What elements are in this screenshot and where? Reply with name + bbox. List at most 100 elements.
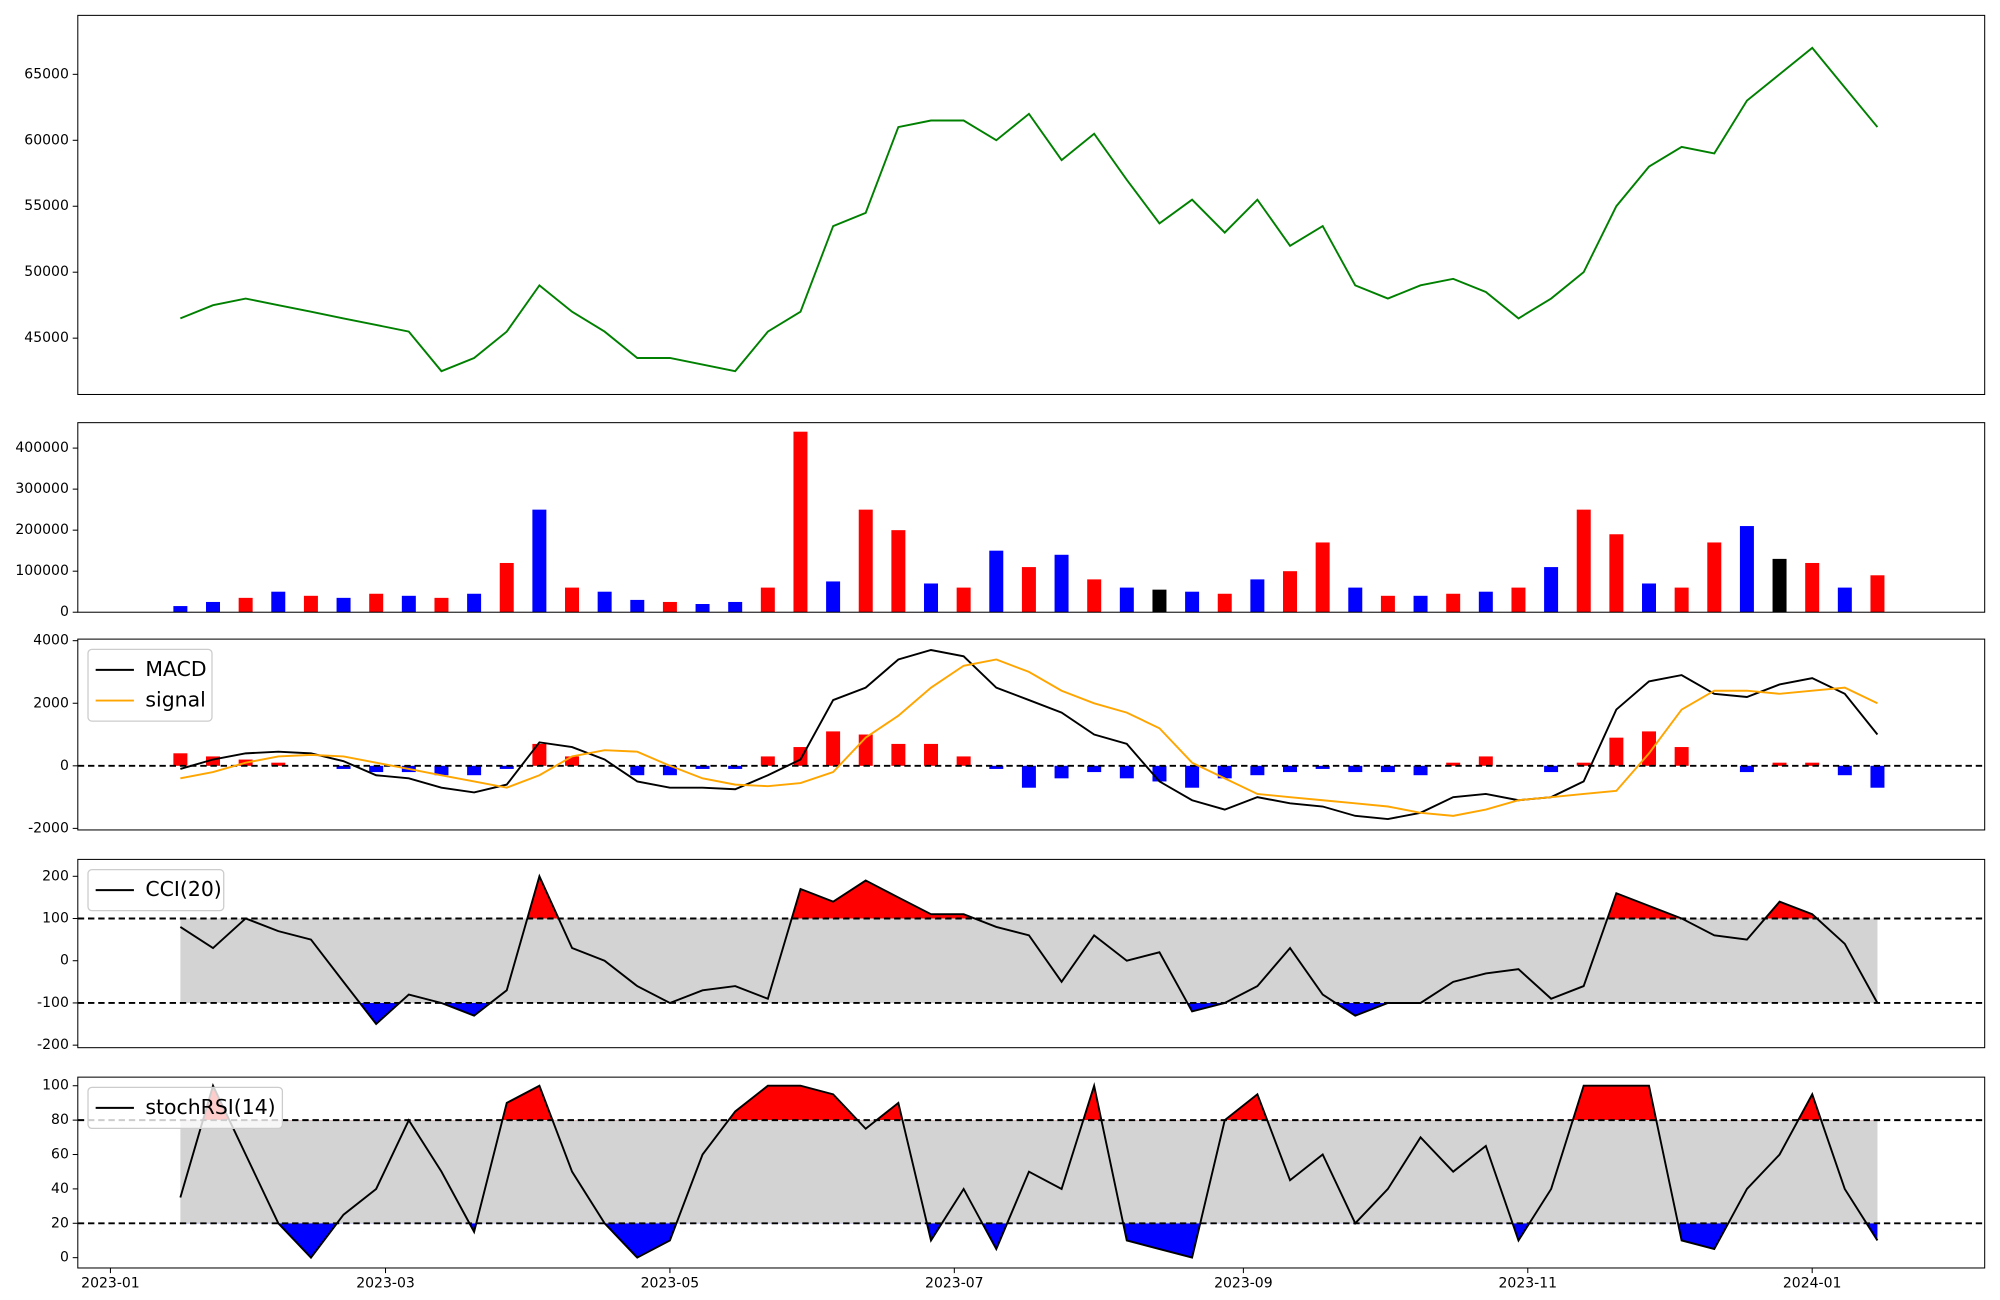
histogram-bar: [1609, 737, 1624, 766]
histogram-bar: [336, 765, 351, 769]
histogram-bar: [924, 743, 939, 766]
y-tick-label: 100: [42, 1078, 69, 1094]
extreme-fill: [180, 1085, 1878, 1121]
price-line: [180, 46, 1879, 373]
histogram-bar: [206, 756, 221, 766]
histogram-bar: [1674, 747, 1689, 766]
series-line: [180, 658, 1878, 817]
legend-label: CCI(20): [145, 877, 221, 901]
volume-bar: [1446, 593, 1461, 613]
y-tick-label: 80: [51, 1112, 69, 1128]
volume-bar: [1315, 542, 1330, 613]
y-tick-label: 100: [42, 910, 69, 926]
y-tick-label: 60000: [24, 132, 69, 148]
volume-bar: [956, 587, 971, 613]
volume-bar: [826, 581, 841, 613]
y-tick-label: 0: [60, 953, 69, 969]
x-tick-label: 2023-07: [925, 1275, 984, 1291]
panel: 0 20 40 60 80 100 stochRSI(14): [42, 1076, 1986, 1269]
histogram-bar: [173, 753, 188, 766]
volume-bar: [924, 583, 939, 613]
y-tick-label: 200000: [15, 522, 69, 538]
indicator-line: [179, 873, 1879, 1026]
histogram-bar: [760, 756, 775, 766]
histogram-bar: [826, 731, 841, 766]
volume-bar: [630, 599, 645, 613]
legend-box: [87, 1086, 284, 1130]
histogram-bar: [1576, 762, 1591, 766]
volume-bar: [1544, 567, 1559, 613]
volume-bar: [1609, 534, 1624, 613]
histogram-bar: [1348, 765, 1363, 773]
y-tick-label: 20: [51, 1215, 69, 1231]
histogram-bar: [1642, 731, 1657, 766]
y-tick-label: 0: [60, 604, 69, 620]
x-tick-label: 2023-09: [1214, 1275, 1273, 1291]
volume-bar: [467, 593, 482, 613]
volume-bar: [1087, 579, 1102, 613]
histogram-bar: [1119, 765, 1134, 779]
y-tick-label: -200: [37, 1037, 69, 1053]
histogram-bar: [1413, 765, 1428, 776]
volume-bar: [1348, 587, 1363, 613]
volume-bar: [173, 606, 188, 613]
panel: 45000 50000 55000 60000 65000: [24, 14, 1986, 395]
x-tick-label: 2024-01: [1783, 1275, 1842, 1291]
plot-area: [173, 431, 1885, 613]
volume-bar: [1642, 583, 1657, 613]
volume-bar: [597, 591, 612, 613]
histogram-bar: [858, 734, 873, 766]
volume-bar: [532, 509, 547, 613]
histogram-bar: [1380, 765, 1395, 773]
legend-label: signal: [145, 688, 205, 712]
histogram-bar: [532, 743, 547, 766]
histogram-bar: [1805, 762, 1820, 766]
volume-bar: [271, 591, 286, 613]
volume-bar: [401, 595, 416, 613]
y-tick-label: 60: [51, 1146, 69, 1162]
volume-bar: [989, 550, 1004, 613]
y-tick-label: 65000: [24, 66, 69, 82]
volume-bar: [1054, 554, 1069, 613]
panel: -200 -100 0 100 200 CCI(20): [37, 858, 1986, 1053]
volume-bar: [891, 530, 906, 613]
histogram-bar: [1283, 765, 1298, 773]
histogram-bar: [695, 765, 710, 769]
histogram-bar: [1054, 765, 1069, 779]
series-line: [180, 649, 1879, 821]
x-tick-label: 2023-01: [81, 1275, 140, 1291]
volume-bar: [303, 595, 318, 613]
volume-bar: [1250, 579, 1265, 613]
volume-bar: [1870, 575, 1885, 613]
plot-area: [77, 1081, 1985, 1260]
histogram-bar: [499, 765, 514, 769]
volume-bar: [1185, 591, 1200, 613]
volume-bar: [1478, 591, 1493, 613]
y-tick-label: 0: [60, 1250, 69, 1266]
y-tick-label: -100: [37, 995, 69, 1011]
panel-frame: [77, 638, 1986, 831]
histogram-bar: [1772, 762, 1787, 766]
histogram-bar: [891, 743, 906, 766]
histogram-bar: [434, 765, 449, 776]
y-tick-label: 45000: [24, 330, 69, 346]
volume-bar: [206, 601, 221, 613]
volume-bar: [238, 597, 253, 613]
volume-bar: [858, 509, 873, 613]
histogram-bar: [1315, 765, 1330, 769]
histogram-bar: [1837, 765, 1852, 776]
histogram-bar: [956, 756, 971, 766]
legend-label: stochRSI(14): [145, 1095, 275, 1119]
plot-area: [77, 873, 1985, 1026]
panel-frame: [77, 858, 1986, 1049]
y-tick-label: 55000: [24, 198, 69, 214]
volume-bar: [793, 431, 808, 613]
volume-bar: [1217, 593, 1232, 613]
volume-bar: [565, 587, 580, 613]
panel-frame: [77, 14, 1986, 395]
histogram-bar: [271, 762, 286, 766]
legend-box: [87, 648, 213, 722]
volume-bar: [1674, 587, 1689, 613]
x-tick-label: 2023-11: [1498, 1275, 1557, 1291]
